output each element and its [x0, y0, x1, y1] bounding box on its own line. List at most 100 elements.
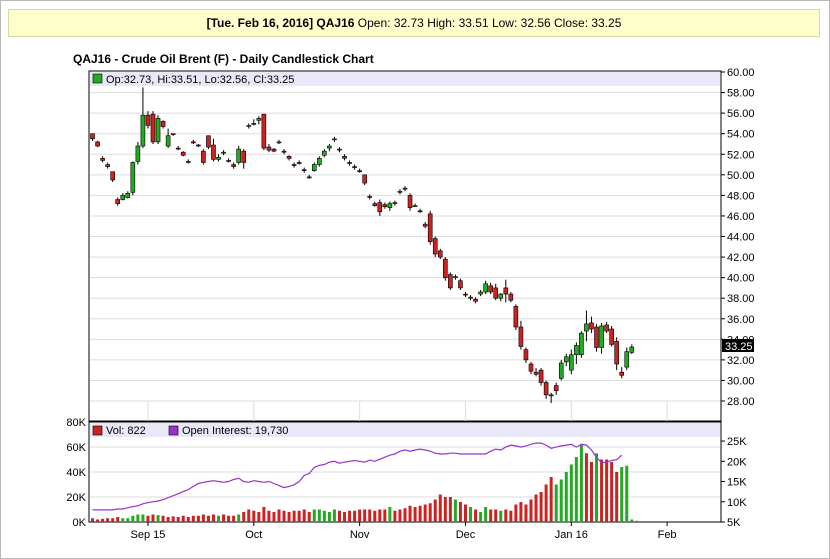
- candle-body: [599, 325, 604, 348]
- volume-bar: [589, 462, 593, 522]
- date-tick-label: Sep 15: [131, 529, 166, 541]
- oi-legend-swatch: [168, 425, 179, 436]
- last-price-tag: [722, 339, 754, 352]
- volume-bar: [186, 517, 190, 522]
- price-tick-label: 38.00: [727, 293, 755, 305]
- volume-bar: [146, 515, 150, 522]
- candle-body: [579, 332, 584, 356]
- candle-body: [175, 147, 181, 150]
- volume-bar: [433, 499, 437, 522]
- candle-body: [453, 276, 458, 278]
- volume-bar: [252, 510, 256, 522]
- volume-bar: [499, 510, 503, 522]
- price-tick-label: 28.00: [727, 396, 755, 408]
- volume-bar: [126, 518, 130, 522]
- volume-bar: [237, 514, 241, 522]
- candle-body: [407, 195, 413, 209]
- candle-body: [352, 166, 357, 168]
- volume-bar: [509, 510, 513, 522]
- candle-body: [574, 345, 579, 356]
- volume-bar: [217, 515, 221, 522]
- candle-body: [624, 351, 630, 368]
- candle-body: [231, 164, 236, 167]
- volume-bar: [136, 514, 140, 522]
- candle-body: [498, 293, 504, 299]
- volume-bar: [529, 499, 533, 522]
- candle-body: [211, 144, 216, 160]
- candle-body: [412, 205, 418, 207]
- oi-tick-label: 20K: [727, 456, 747, 468]
- candle-body: [397, 190, 403, 193]
- volume-bar: [544, 484, 548, 522]
- candle-body: [594, 326, 599, 348]
- candle-body: [337, 148, 342, 151]
- candle-body: [332, 138, 337, 141]
- volume-bar: [191, 515, 195, 522]
- candle-body: [563, 356, 569, 363]
- candle-body: [548, 394, 554, 397]
- candle-body: [160, 121, 166, 127]
- candle-body: [155, 117, 161, 143]
- candle-body: [95, 141, 100, 147]
- candle-body: [317, 158, 322, 165]
- price-grid: [90, 92, 720, 402]
- volume-bar: [605, 459, 609, 522]
- price-legend-text: Op:32.73, Hi:33.51, Lo:32.56, Cl:33.25: [106, 74, 294, 86]
- candle-body: [372, 203, 378, 206]
- candle-body: [382, 204, 388, 207]
- volume-bar: [201, 514, 205, 522]
- volume-bar: [408, 505, 412, 522]
- candle-body: [100, 158, 105, 161]
- volume-bar: [287, 512, 291, 522]
- volume-bar: [474, 509, 478, 522]
- volume-bar: [272, 512, 276, 522]
- volume-bar: [156, 515, 160, 522]
- oi-legend-text: Open Interest: 19,730: [182, 425, 288, 437]
- volume-bar: [206, 515, 210, 522]
- price-tick-label: 54.00: [727, 129, 755, 141]
- volume-bar: [332, 509, 336, 522]
- volume-bar: [353, 510, 357, 522]
- volume-bar: [327, 512, 331, 522]
- quote-date: [Tue. Feb 16, 2016]: [206, 16, 314, 30]
- volume-bar: [458, 502, 462, 522]
- candle-body: [281, 150, 287, 153]
- quote-high: 33.51: [458, 16, 489, 30]
- candle-body: [518, 326, 524, 347]
- volume-bar: [534, 494, 538, 522]
- oi-tick-label: 10K: [727, 497, 747, 509]
- candle-body: [437, 250, 443, 258]
- volume-bar: [610, 462, 614, 522]
- candle-body: [196, 144, 201, 147]
- price-tick-label: 58.00: [727, 88, 755, 100]
- open-interest-line: [92, 442, 623, 511]
- quote-open: 32.73: [393, 16, 424, 30]
- candle-body: [291, 164, 297, 166]
- volume-tick-label: 80K: [66, 417, 86, 429]
- candle-body: [306, 176, 312, 179]
- candle-body: [342, 156, 347, 159]
- volume-bar: [373, 510, 377, 522]
- candle-body: [569, 354, 574, 371]
- price-tick-label: 48.00: [727, 190, 755, 202]
- volume-bar: [121, 518, 125, 522]
- volume-bar: [312, 509, 316, 522]
- price-tick-label: 32.00: [727, 355, 755, 367]
- volume-bar: [141, 514, 145, 522]
- volume-bar: [363, 509, 367, 522]
- price-tick-label: 56.00: [727, 108, 755, 120]
- volume-bar: [211, 514, 215, 522]
- candle-body: [221, 151, 226, 154]
- volume-bar: [564, 472, 568, 522]
- candle-body: [271, 148, 277, 152]
- candle-body: [558, 362, 564, 379]
- candle-body: [327, 145, 332, 149]
- volume-bar: [489, 509, 493, 522]
- volume-bars: [91, 444, 639, 522]
- volume-bar: [554, 484, 558, 522]
- candle-body: [201, 150, 206, 163]
- volume-bar: [166, 517, 170, 522]
- volume-bar: [443, 497, 447, 522]
- candle-body: [90, 133, 95, 140]
